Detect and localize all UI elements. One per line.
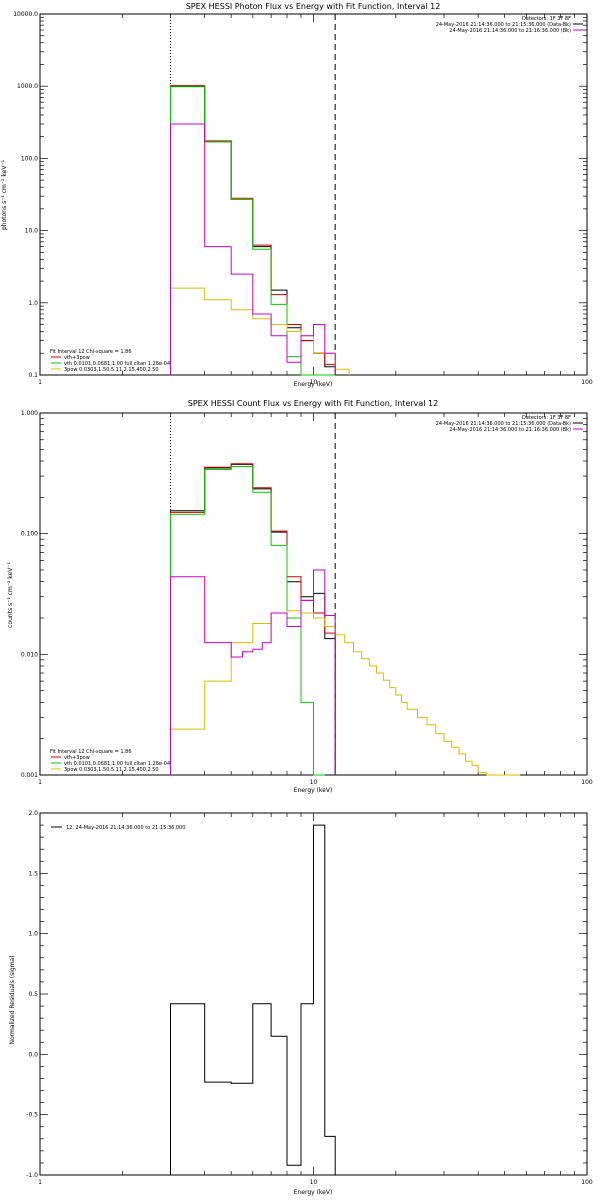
y-tick-label: 100.0: [21, 155, 38, 162]
series-vth-line: [170, 86, 336, 376]
count-flux-title: SPEX HESSI Count Flux vs Energy with Fit…: [188, 399, 439, 408]
x-tick-label: 100: [581, 1179, 593, 1186]
y-tick-label: 0.0: [28, 1051, 38, 1058]
residuals-ylabel: Normalized Residuals (sigma): [9, 955, 16, 1044]
residuals-legend-entry: 12. 24-May-2016 21:14:36.000 to 21:15:36…: [66, 825, 185, 831]
count-flux-xlabel: Energy (keV): [294, 787, 333, 794]
count-flux-ylabel: counts s⁻¹ cm⁻² keV⁻¹: [7, 562, 14, 628]
count-flux-panel: SPEX HESSI Count Flux vs Energy with Fit…: [7, 399, 593, 794]
y-tick-label: -0.5: [26, 1112, 38, 1119]
y-tick-label: 0.1: [28, 372, 38, 379]
legend-top-right-entry: 24-May-2016 21:14:36.000 to 21:15:36.000…: [436, 421, 571, 427]
legend-top-right-entry: Detectors: 1F 3F 8F: [522, 16, 571, 22]
y-tick-label: 0.001: [21, 772, 38, 779]
y-tick-label: 10.0: [25, 228, 39, 235]
y-tick-label: 0.100: [21, 531, 38, 538]
legend-bottom-left-entry: 3pow 0.0303,1.50,5.11,2.15,400,2.50: [64, 367, 159, 373]
series-3pow-line: [170, 610, 521, 776]
legend-top-right-entry: 24-May-2016 21:14:36.000 to 21:16:36.000…: [449, 28, 571, 34]
legend-bottom-left-entry: vth 0.0101,0.0681,1.00 full cltan 1.26e-…: [64, 361, 170, 367]
photon-flux-title: SPEX HESSI Photon Flux vs Energy with Fi…: [186, 2, 441, 11]
series-data-bk-line: [170, 463, 336, 775]
legend-bottom-left-entry: Fit Interval 12 Chi-square = 1.86: [50, 749, 132, 755]
photon-flux-xlabel: Energy (keV): [294, 381, 333, 388]
x-tick-label: 10: [310, 379, 318, 386]
y-tick-label: 10000.0: [13, 11, 38, 18]
y-tick-label: 1.5: [28, 870, 38, 877]
series-bk-line: [170, 123, 336, 375]
legend-top-right-entry: Detectors: 1F 3F 8F: [522, 415, 571, 421]
plot-frame: [39, 13, 588, 376]
residuals-panel: Energy (keV) Normalized Residuals (sigma…: [9, 810, 593, 1196]
series-residual-line: [170, 824, 336, 1175]
photon-flux-ylabel: photons s⁻¹ cm⁻² keV⁻¹: [1, 159, 8, 230]
y-tick-label: 1.0: [28, 931, 38, 938]
legend-bottom-left-entry: vth 0.0101,0.0681,1.00 full cltan 1.26e-…: [64, 761, 170, 767]
legend-bottom-left-entry: Fit Interval 12 Chi-square = 1.86: [50, 349, 132, 355]
x-tick-label: 100: [581, 779, 593, 786]
y-tick-label: 0.5: [28, 991, 38, 998]
legend-bottom-left-entry: vth+3pow: [64, 755, 90, 761]
series-bk-line: [170, 569, 336, 775]
legend-bottom-left-entry: 3pow 0.0303,1.50,5.11,2.15,400,2.50: [64, 767, 159, 773]
x-tick-label: 1: [38, 779, 42, 786]
series-vth-line: [170, 466, 325, 776]
legend-top-right-entry: 24-May-2016 21:14:36.000 to 21:15:36.000…: [436, 22, 571, 28]
x-tick-label: 100: [581, 379, 593, 386]
y-tick-label: 0.010: [21, 651, 38, 658]
x-tick-label: 1: [38, 379, 42, 386]
y-tick-label: 1.000: [21, 410, 38, 417]
y-tick-label: 1000.0: [17, 83, 38, 90]
x-tick-label: 10: [310, 779, 318, 786]
y-tick-label: -1.0: [26, 1172, 38, 1179]
legend-bottom-left-entry: vth+3pow: [64, 355, 90, 361]
y-tick-label: 1.0: [28, 300, 38, 307]
x-tick-label: 1: [38, 1179, 42, 1186]
series-3pow-line: [170, 287, 350, 375]
residuals-xlabel: Energy (keV): [294, 1189, 333, 1196]
photon-flux-panel: SPEX HESSI Photon Flux vs Energy with Fi…: [1, 2, 593, 388]
y-tick-label: 2.0: [28, 810, 38, 817]
legend-top-right-entry: 24-May-2016 21:14:36.000 to 21:16:36.000…: [449, 427, 571, 433]
x-tick-label: 10: [310, 1179, 318, 1186]
